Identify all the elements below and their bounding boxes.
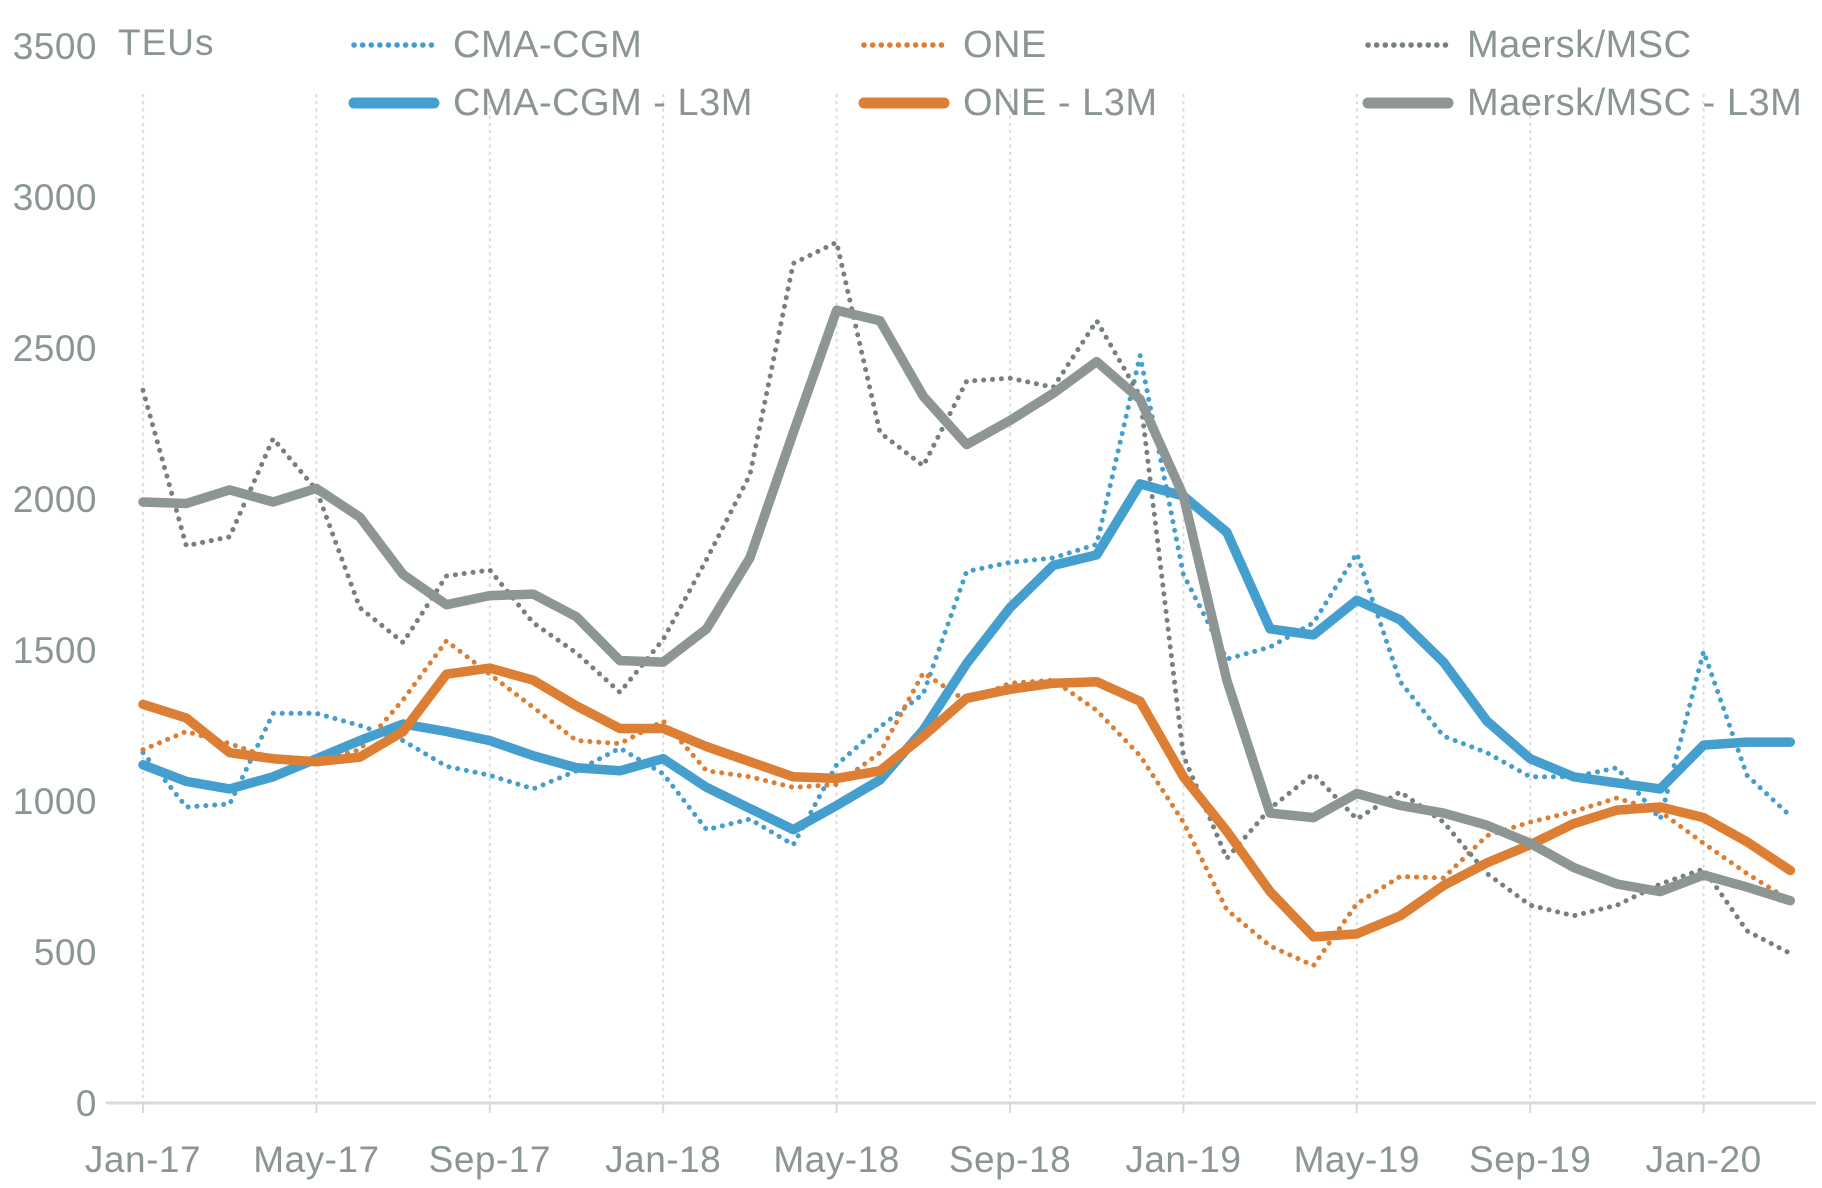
legend-label-maersk-msc-l3m: Maersk/MSC - L3M <box>1467 81 1803 124</box>
y-axis-label-1500: 1500 <box>13 630 97 671</box>
legend-swatch-cma-cgm <box>351 42 437 48</box>
y-axis-label-3000: 3000 <box>13 177 97 218</box>
legend-item-maersk-msc-l3m: Maersk/MSC - L3M <box>1362 78 1802 128</box>
series-line-cma-cgm-l3m <box>138 479 1796 835</box>
y-axis-label-500: 500 <box>34 932 97 973</box>
series-line-maersk-msc <box>140 239 1793 956</box>
series-line-cma-cgm <box>140 353 1793 848</box>
x-axis-label-jan-18: Jan-18 <box>605 1139 721 1180</box>
x-axis-labels: Jan-17 May-17 Sep-17 Jan-18 May-18 Sep-18 Jan-… <box>85 1139 1762 1180</box>
series-line-one <box>140 638 1793 969</box>
x-axis-label-sep-17: Sep-17 <box>429 1139 551 1180</box>
legend-swatch-maersk-msc-l3m <box>1362 97 1454 109</box>
x-axis-label-jan-20: Jan-20 <box>1646 1139 1762 1180</box>
y-axis-unit-label: TEUs <box>118 22 215 63</box>
gridlines <box>141 93 1705 1105</box>
legend-label-maersk-msc: Maersk/MSC <box>1467 23 1692 66</box>
x-axis-label-may-17: May-17 <box>253 1139 379 1180</box>
legend-swatch-one <box>861 42 947 48</box>
x-axis-label-jan-17: Jan-17 <box>85 1139 201 1180</box>
x-axis-label-sep-18: Sep-18 <box>949 1139 1071 1180</box>
x-axis-label-may-18: May-18 <box>773 1139 899 1180</box>
legend-item-cma-cgm-l3m: CMA-CGM - L3M <box>348 78 753 128</box>
y-axis-label-2500: 2500 <box>13 328 97 369</box>
legend-swatch-cma-cgm-l3m <box>348 97 440 109</box>
legend-item-maersk-msc: Maersk/MSC <box>1362 20 1692 70</box>
y-axis-label-0: 0 <box>76 1083 97 1124</box>
legend-swatch-one-l3m <box>858 97 950 109</box>
series-line-one-l3m <box>138 663 1796 942</box>
legend-item-cma-cgm: CMA-CGM <box>348 20 642 70</box>
legend-label-one-l3m: ONE - L3M <box>963 81 1158 124</box>
x-axis-label-may-19: May-19 <box>1294 1139 1420 1180</box>
y-axis-labels: 0 500 1000 1500 2000 2500 3000 3500 <box>13 26 97 1124</box>
y-axis-label-2000: 2000 <box>13 479 97 520</box>
x-axis-ticks <box>142 1103 1705 1113</box>
x-axis-label-sep-19: Sep-19 <box>1469 1139 1591 1180</box>
legend-item-one: ONE <box>858 20 1047 70</box>
y-axis-label-1000: 1000 <box>13 781 97 822</box>
legend-swatch-maersk-msc <box>1365 42 1451 48</box>
legend-label-one: ONE <box>963 23 1047 66</box>
x-axis-label-jan-19: Jan-19 <box>1125 1139 1241 1180</box>
legend-label-cma-cgm-l3m: CMA-CGM - L3M <box>453 81 753 124</box>
y-axis-label-3500: 3500 <box>13 26 97 67</box>
legend-label-cma-cgm: CMA-CGM <box>453 23 643 66</box>
legend-item-one-l3m: ONE - L3M <box>858 78 1158 128</box>
series-line-maersk-msc-l3m <box>138 305 1796 906</box>
